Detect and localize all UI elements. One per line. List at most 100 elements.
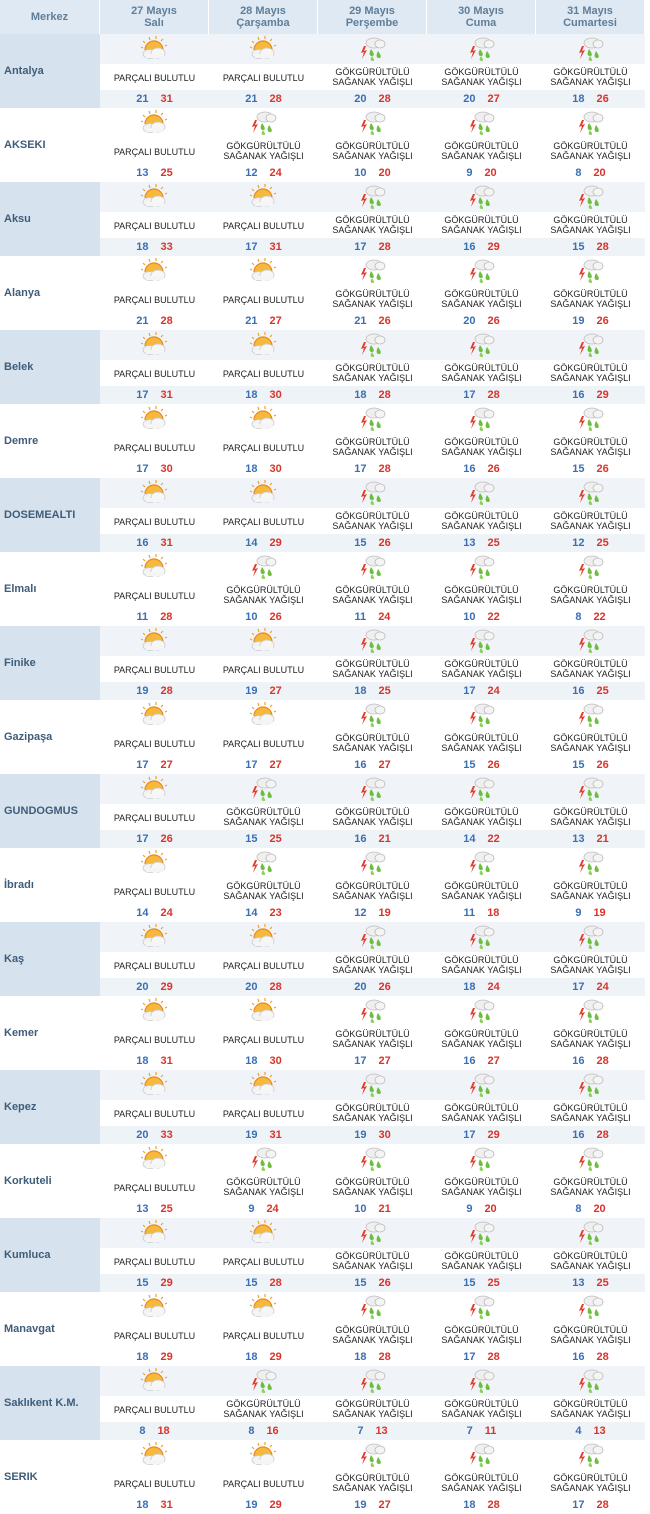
partly-cloudy-icon bbox=[249, 332, 277, 355]
temperature-range: 9 19 bbox=[536, 907, 645, 919]
condition-text: SAĞANAK YAĞIŞLI bbox=[332, 1039, 413, 1049]
max-temp: 26 bbox=[378, 981, 391, 993]
thunderstorm-rain-icon bbox=[252, 111, 277, 135]
city-name[interactable]: Aksu bbox=[0, 182, 100, 256]
condition-text: GÖKGÜRÜLTÜLÜ bbox=[444, 881, 519, 891]
condition-text: GÖKGÜRÜLTÜLÜ bbox=[335, 955, 410, 965]
forecast-cell: GÖKGÜRÜLTÜLÜ SAĞANAK YAĞIŞLI 16 28 bbox=[536, 996, 645, 1070]
condition-text: SAĞANAK YAĞIŞLI bbox=[223, 1409, 304, 1419]
temperature-range: 14 22 bbox=[427, 833, 536, 845]
min-temp: 17 bbox=[136, 833, 149, 845]
city-name[interactable]: Finike bbox=[0, 626, 100, 700]
city-name[interactable]: Kepez bbox=[0, 1070, 100, 1144]
thunderstorm-rain-icon bbox=[576, 36, 604, 62]
condition-text: PARÇALI BULUTLU bbox=[113, 369, 196, 379]
temperature-range: 16 27 bbox=[318, 759, 427, 771]
condition-text: SAĞANAK YAĞIŞLI bbox=[550, 891, 631, 901]
city-name[interactable]: Alanya bbox=[4, 287, 41, 299]
city-name[interactable]: Kumluca bbox=[0, 1218, 100, 1292]
city-name[interactable]: Demre bbox=[4, 435, 39, 447]
thunderstorm-rain-icon bbox=[361, 185, 386, 209]
temp-band bbox=[100, 238, 209, 256]
max-temp: 29 bbox=[269, 1351, 282, 1363]
forecast-cell: GÖKGÜRÜLTÜLÜ SAĞANAK YAĞIŞLI 19 26 bbox=[536, 256, 645, 330]
temperature-range: 17 28 bbox=[536, 1499, 645, 1511]
condition-text: SAĞANAK YAĞIŞLI bbox=[332, 225, 413, 235]
city-name[interactable]: AKSEKI bbox=[4, 139, 46, 151]
forecast-cell: PARÇALI BULUTLU 15 29 bbox=[100, 1218, 209, 1292]
max-temp: 29 bbox=[160, 981, 173, 993]
thunderstorm-rain-icon bbox=[470, 259, 495, 283]
max-temp: 24 bbox=[596, 981, 609, 993]
thunderstorm-rain-icon bbox=[361, 259, 386, 283]
city-name[interactable]: Korkuteli bbox=[4, 1175, 52, 1187]
thunderstorm-rain-icon bbox=[470, 111, 495, 135]
temp-band bbox=[100, 90, 209, 108]
city-name[interactable]: GUNDOGMUS bbox=[0, 774, 100, 848]
partly-cloudy-icon bbox=[249, 628, 277, 651]
min-temp: 16 bbox=[572, 685, 585, 697]
partly-cloudy-icon bbox=[249, 406, 277, 429]
condition-text: SAĞANAK YAĞIŞLI bbox=[441, 1187, 522, 1197]
max-temp: 26 bbox=[487, 315, 500, 327]
temp-band bbox=[209, 830, 318, 848]
city-name[interactable]: Kaş bbox=[0, 922, 100, 996]
condition-text: GÖKGÜRÜLTÜLÜ bbox=[444, 1325, 519, 1335]
city-name[interactable]: Manavgat bbox=[4, 1323, 55, 1335]
forecast-row: AKSEKI PARÇALI BULUTLU 13 25 GÖKGÜRÜLTÜLÜ SAĞ… bbox=[0, 108, 650, 182]
city-name[interactable]: SERIK bbox=[4, 1471, 38, 1483]
temp-band bbox=[318, 830, 427, 848]
thunderstorm-rain-icon bbox=[361, 555, 386, 579]
city-name[interactable]: Belek bbox=[0, 330, 100, 404]
temperature-range: 15 28 bbox=[209, 1277, 318, 1289]
min-temp: 17 bbox=[245, 241, 258, 253]
thunderstorm-rain-icon bbox=[358, 924, 386, 950]
partly-cloudy-icon bbox=[140, 924, 168, 947]
city-name[interactable]: Saklıkent K.M. bbox=[0, 1366, 100, 1440]
city-name[interactable]: Gazipaşa bbox=[4, 731, 53, 743]
temp-band bbox=[318, 1274, 427, 1292]
temperature-range: 21 28 bbox=[209, 93, 318, 105]
city-name[interactable]: İbradı bbox=[4, 879, 34, 891]
forecast-cell: PARÇALI BULUTLU 21 27 bbox=[209, 256, 318, 330]
thunderstorm-rain-icon bbox=[579, 1221, 604, 1245]
thunderstorm-rain-icon bbox=[579, 1443, 604, 1467]
city-name[interactable]: Elmalı bbox=[4, 583, 37, 595]
min-temp: 17 bbox=[245, 759, 258, 771]
city-name[interactable]: Kemer bbox=[4, 1027, 39, 1039]
day-weekday: Cumartesi bbox=[563, 17, 617, 29]
condition-text: SAĞANAK YAĞIŞLI bbox=[332, 1187, 413, 1197]
thunderstorm-rain-icon bbox=[467, 924, 495, 950]
max-temp: 20 bbox=[378, 167, 391, 179]
min-temp: 13 bbox=[136, 1203, 149, 1215]
thunderstorm-rain-icon bbox=[579, 851, 604, 875]
min-temp: 21 bbox=[354, 315, 367, 327]
max-temp: 30 bbox=[269, 463, 282, 475]
min-temp: 12 bbox=[572, 537, 585, 549]
city-name[interactable]: DOSEMEALTI bbox=[0, 478, 100, 552]
forecast-cell: PARÇALI BULUTLU 19 29 bbox=[209, 1440, 318, 1514]
thunderstorm-rain-icon bbox=[470, 777, 495, 801]
condition-text: SAĞANAK YAĞIŞLI bbox=[550, 965, 631, 975]
thunderstorm-rain-icon bbox=[576, 702, 604, 728]
temperature-range: 20 29 bbox=[100, 981, 209, 993]
max-temp: 28 bbox=[160, 685, 173, 697]
partly-cloudy-icon bbox=[140, 776, 168, 802]
temperature-range: 13 21 bbox=[536, 833, 645, 845]
min-temp: 16 bbox=[463, 1055, 476, 1067]
forecast-cell: GÖKGÜRÜLTÜLÜ SAĞANAK YAĞIŞLI 17 28 bbox=[536, 1440, 645, 1514]
partly-cloudy-icon bbox=[140, 1442, 168, 1465]
condition-text: GÖKGÜRÜLTÜLÜ bbox=[553, 141, 628, 151]
forecast-cell: GÖKGÜRÜLTÜLÜ SAĞANAK YAĞIŞLI 20 26 bbox=[318, 922, 427, 996]
thunderstorm-rain-icon bbox=[467, 1220, 495, 1246]
thunderstorm-rain-icon bbox=[467, 258, 495, 284]
temperature-range: 20 28 bbox=[209, 981, 318, 993]
temp-band bbox=[209, 978, 318, 996]
min-temp: 10 bbox=[463, 611, 476, 623]
day-weekday: Çarşamba bbox=[236, 17, 290, 29]
partly-cloudy-icon bbox=[140, 36, 168, 59]
temperature-range: 16 29 bbox=[536, 389, 645, 401]
max-temp: 25 bbox=[596, 1277, 609, 1289]
city-name[interactable]: Antalya bbox=[0, 34, 100, 108]
max-temp: 29 bbox=[269, 537, 282, 549]
